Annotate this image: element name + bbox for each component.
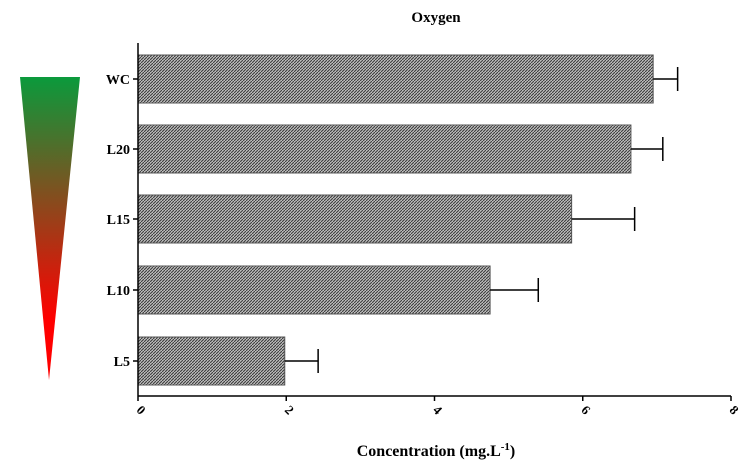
y-tick-label-l20: L20: [107, 143, 130, 158]
chart-title: Oxygen: [411, 10, 461, 26]
bars-group: [137, 54, 654, 386]
x-tick-label-0: 0: [134, 402, 149, 417]
x-axis-label: Concentration (mg.L-1): [357, 441, 515, 460]
y-tick-label-l5: L5: [114, 355, 130, 370]
y-tick-labels: WC L20 L15 L10 L5: [106, 73, 138, 370]
y-tick-label-wc: WC: [106, 73, 130, 88]
x-tick-label-2: 2: [282, 402, 297, 417]
bar-l10: [137, 265, 491, 315]
x-tick-label-6: 6: [578, 402, 594, 418]
x-tick-label-4: 4: [430, 402, 446, 418]
error-bars-group: [284, 67, 679, 373]
error-bar-l20: [630, 137, 664, 161]
gradient-triangle-indicator: [20, 77, 80, 380]
error-bar-wc: [653, 67, 679, 91]
x-axis-label-end: ): [510, 443, 515, 460]
error-bar-l15: [571, 207, 636, 231]
bar-l5: [137, 336, 286, 386]
error-bar-l10: [490, 278, 540, 302]
x-axis-label-superscript: -1: [501, 441, 510, 453]
bar-wc: [137, 54, 654, 104]
y-tick-label-l10: L10: [107, 284, 130, 299]
y-tick-label-l15: L15: [107, 213, 130, 228]
error-bar-l5: [284, 349, 319, 373]
bar-l15: [137, 194, 573, 244]
x-tick-label-8: 8: [727, 402, 739, 418]
bar-l20: [137, 124, 632, 174]
x-ticks: 0 2 4 6 8: [134, 396, 739, 418]
x-axis-label-text: Concentration (mg.L: [357, 443, 501, 460]
